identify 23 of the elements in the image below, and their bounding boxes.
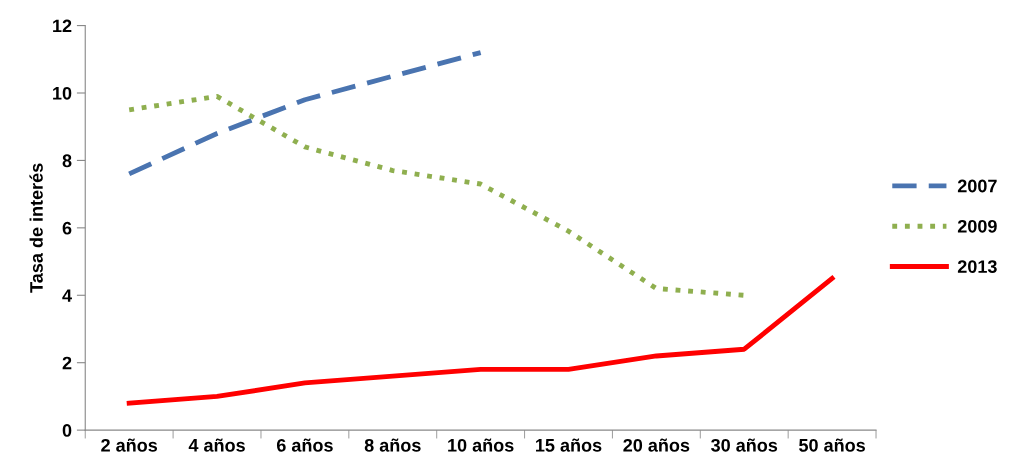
x-tick-label: 15 años — [536, 438, 602, 452]
x-tick-label: 30 años — [711, 438, 778, 452]
x-tick-label: 4 años — [188, 438, 245, 452]
y-tick-label: 4 — [62, 289, 72, 302]
y-tick-label: 10 — [53, 86, 72, 100]
y-tick-label: 6 — [62, 221, 72, 235]
line-series — [126, 275, 835, 406]
x-tick-label: 8 años — [364, 438, 421, 452]
legend-label: 2007 — [957, 179, 997, 193]
x-tick-label: 50 años — [799, 438, 865, 452]
x-tick-label: 2 años — [101, 438, 158, 452]
y-tick-label: 0 — [62, 424, 72, 437]
legend-label: 2013 — [957, 260, 997, 274]
x-tick-label: 10 años — [448, 438, 514, 452]
legend-label: 2009 — [957, 219, 997, 233]
y-tick-label: 8 — [62, 154, 72, 168]
line-series — [126, 93, 747, 298]
line-series — [126, 50, 484, 177]
y-axis-title: Tasa de interés — [29, 163, 43, 293]
x-tick-label: 20 años — [623, 438, 690, 452]
x-tick-label: 6 años — [276, 438, 333, 452]
y-tick-label: 12 — [53, 19, 72, 33]
y-tick-label: 2 — [62, 356, 72, 370]
